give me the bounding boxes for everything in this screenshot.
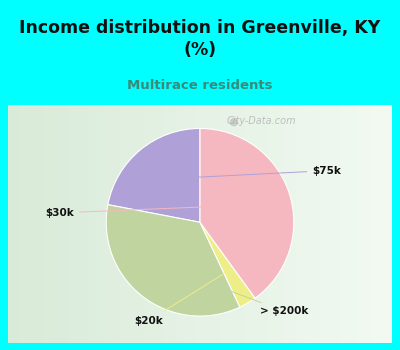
Wedge shape xyxy=(200,128,294,298)
Text: Multirace residents: Multirace residents xyxy=(127,79,273,92)
Text: $75k: $75k xyxy=(167,166,341,179)
Wedge shape xyxy=(106,205,240,316)
Text: City-Data.com: City-Data.com xyxy=(226,117,296,126)
Wedge shape xyxy=(108,128,200,222)
Text: $30k: $30k xyxy=(45,205,251,218)
Text: Income distribution in Greenville, KY
(%): Income distribution in Greenville, KY (%… xyxy=(19,19,381,59)
Text: ●: ● xyxy=(228,117,238,126)
Text: > $200k: > $200k xyxy=(168,268,309,316)
Wedge shape xyxy=(200,222,255,307)
Text: $20k: $20k xyxy=(134,272,226,326)
